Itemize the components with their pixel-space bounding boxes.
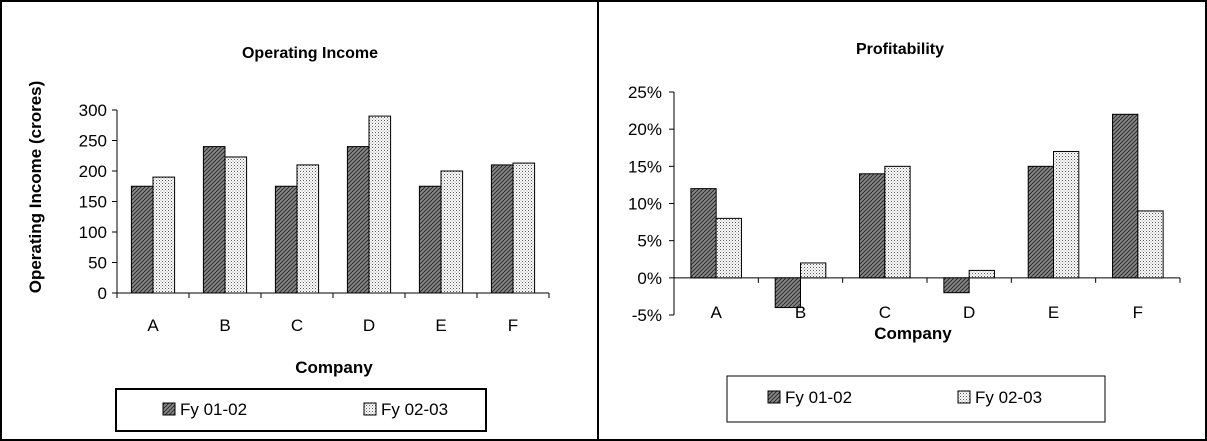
x-tick-label-f: F bbox=[1133, 303, 1143, 322]
y-tick-label: 5% bbox=[637, 232, 662, 251]
bar-fy-01-02-d bbox=[943, 277, 970, 294]
y-tick-label: -5% bbox=[632, 306, 662, 325]
x-tick-label-b: B bbox=[795, 303, 806, 322]
profitability-chart: Profitability Company -5% 0% 5% 10% 15% 20% 25… bbox=[628, 41, 1181, 423]
bar-fy-01-02-c bbox=[274, 185, 298, 294]
y-tick-label: 300 bbox=[79, 101, 107, 120]
bar-fy-02-03-d bbox=[968, 269, 995, 279]
bar-fy-01-02-a bbox=[130, 185, 154, 294]
y-tick-label: 250 bbox=[79, 132, 107, 151]
x-tick-label-f: F bbox=[508, 316, 518, 335]
x-tick-label-d: D bbox=[963, 303, 975, 322]
bar-fy-01-02-e bbox=[418, 185, 442, 294]
legend-swatch-fy-02-03 bbox=[957, 390, 971, 404]
y-tick-label: 50 bbox=[88, 254, 107, 273]
x-tick-label-a: A bbox=[147, 316, 159, 335]
y-tick-label: 20% bbox=[628, 120, 662, 139]
x-tick-label-e: E bbox=[435, 316, 446, 335]
legend-label-fy-01-02: Fy 01-02 bbox=[180, 400, 247, 419]
bar-fy-02-03-f bbox=[512, 162, 536, 294]
y-tick-label: 15% bbox=[628, 157, 662, 176]
x-tick-label-b: B bbox=[219, 316, 230, 335]
bar-fy-01-02-a bbox=[690, 188, 717, 279]
y-tick-label: 200 bbox=[79, 162, 107, 181]
bar-fy-02-03-b bbox=[800, 262, 827, 279]
x-tick-label-e: E bbox=[1048, 303, 1059, 322]
x-axis-label: Company bbox=[874, 324, 952, 343]
y-tick-label: 10% bbox=[628, 195, 662, 214]
x-axis-label: Company bbox=[295, 358, 373, 377]
bar-fy-01-02-b bbox=[202, 146, 226, 294]
bar-fy-02-03-d bbox=[368, 115, 392, 294]
legend-label-fy-02-03: Fy 02-03 bbox=[975, 388, 1042, 407]
legend-swatch-fy-02-03 bbox=[363, 402, 377, 416]
bar-fy-02-03-c bbox=[296, 164, 320, 294]
bar-fy-02-03-f bbox=[1137, 210, 1164, 279]
legend-swatch-fy-01-02 bbox=[162, 402, 176, 416]
bar-fy-02-03-a bbox=[152, 176, 176, 294]
y-tick-label: 0 bbox=[98, 284, 107, 303]
legend-label-fy-01-02: Fy 01-02 bbox=[785, 388, 852, 407]
x-tick-label-d: D bbox=[363, 316, 375, 335]
legend bbox=[115, 388, 487, 432]
legend bbox=[726, 375, 1106, 423]
y-tick-label: 0% bbox=[637, 269, 662, 288]
bar-fy-01-02-d bbox=[346, 146, 370, 294]
operating-income-chart: Operating Income Operating Income (crore… bbox=[26, 45, 550, 432]
x-tick-label-c: C bbox=[879, 303, 891, 322]
bar-fy-01-02-f bbox=[1112, 113, 1139, 279]
x-tick-label-a: A bbox=[710, 303, 722, 322]
y-tick-label: 25% bbox=[628, 83, 662, 102]
bar-fy-01-02-e bbox=[1027, 165, 1054, 279]
chart-title: Operating Income bbox=[242, 45, 378, 62]
bar-fy-02-03-e bbox=[440, 170, 464, 294]
bar-fy-02-03-c bbox=[884, 165, 911, 279]
bar-fy-01-02-c bbox=[859, 173, 886, 279]
bar-fy-01-02-b bbox=[774, 277, 802, 309]
chart-title: Profitability bbox=[856, 41, 944, 58]
x-tick-label-c: C bbox=[291, 316, 303, 335]
bar-fy-02-03-a bbox=[715, 217, 742, 279]
legend-label-fy-02-03: Fy 02-03 bbox=[381, 400, 448, 419]
y-axis-label: Operating Income (crores) bbox=[26, 81, 45, 294]
legend-swatch-fy-01-02 bbox=[767, 390, 781, 404]
bar-fy-02-03-e bbox=[1053, 150, 1080, 279]
bar-fy-01-02-f bbox=[490, 164, 514, 294]
y-tick-label: 150 bbox=[79, 193, 107, 212]
y-tick-label: 100 bbox=[79, 223, 107, 242]
bar-fy-02-03-b bbox=[224, 156, 248, 294]
